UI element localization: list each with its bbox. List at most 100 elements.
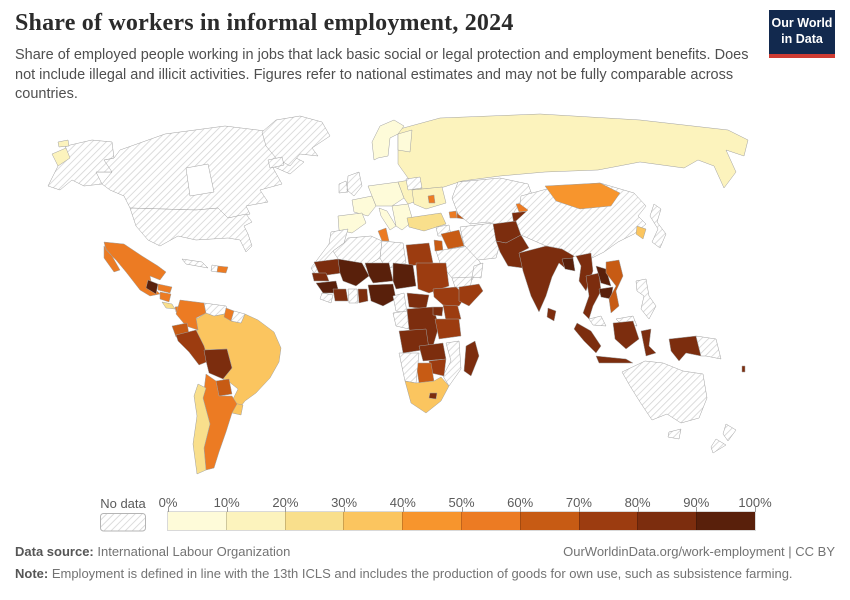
legend-band-10-20[interactable] <box>225 512 285 530</box>
map-region-nicaragua[interactable] <box>159 291 172 303</box>
map-region-turkey[interactable] <box>406 212 447 232</box>
map-region-belarus[interactable] <box>405 176 423 191</box>
legend-band-50-60[interactable] <box>460 512 520 530</box>
map-region-new-zealand[interactable] <box>710 423 737 454</box>
map-region-philippines[interactable] <box>635 278 657 320</box>
map-region-niger[interactable] <box>364 262 394 284</box>
map-region-france[interactable] <box>351 195 377 217</box>
map-region-russia[interactable] <box>395 113 749 191</box>
map-region-venezuela[interactable] <box>203 302 230 317</box>
map-region-russia-chukotka[interactable] <box>51 139 71 167</box>
map-region-chile[interactable] <box>192 383 211 475</box>
map-region-papua-new-guinea[interactable] <box>695 335 722 360</box>
map-region-chad[interactable] <box>392 262 417 290</box>
map-region-tunisia[interactable] <box>377 227 390 242</box>
map-region-ethiopia[interactable] <box>432 286 467 307</box>
legend-tick-mark <box>755 507 756 512</box>
legend-tick-label: 80% <box>624 495 651 510</box>
map-region-united-states[interactable] <box>47 139 253 253</box>
legend-band-70-80[interactable] <box>578 512 638 530</box>
map-region-somalia[interactable] <box>458 283 484 307</box>
legend-band-30-40[interactable] <box>343 512 403 530</box>
legend-tick-label: 20% <box>272 495 299 510</box>
map-region-greenland[interactable] <box>261 115 331 167</box>
map-region-british-isles[interactable] <box>338 171 363 197</box>
map-region-honduras[interactable] <box>157 283 173 294</box>
map-region-laos[interactable] <box>595 265 612 287</box>
legend-no-data[interactable]: No data <box>100 496 146 535</box>
map-region-vanuatu[interactable] <box>741 365 746 373</box>
map-region-madagascar[interactable] <box>463 340 480 377</box>
map-region-cuba[interactable] <box>181 258 209 269</box>
legend-band-90-100[interactable] <box>696 512 755 530</box>
map-legend: No data 0% 10% 20% 30% 40% 50% 60% 70% 80% 90% 100… <box>0 495 850 535</box>
legend-band-60-70[interactable] <box>519 512 579 530</box>
map-region-mali[interactable] <box>337 258 370 287</box>
map-region-central-african-republic[interactable] <box>406 292 430 310</box>
map-region-balkans-greece[interactable] <box>391 203 414 231</box>
owid-logo-line1: Our World <box>771 16 833 30</box>
map-region-iceland[interactable] <box>267 156 285 169</box>
legend-band-40-50[interactable] <box>402 512 461 530</box>
map-region-iberia[interactable] <box>337 212 367 234</box>
legend-band-0-10[interactable] <box>168 512 226 530</box>
legend-color-bar[interactable]: 0% 10% 20% 30% 40% 50% 60% 70% 80% 90% 100% <box>159 495 772 531</box>
map-region-togo-benin[interactable] <box>357 288 369 304</box>
map-region-india[interactable] <box>518 245 575 313</box>
map-region-nigeria[interactable] <box>367 283 397 307</box>
map-region-guatemala[interactable] <box>145 279 159 295</box>
legend-tick-mark <box>226 507 228 512</box>
legend-tick-mark <box>520 507 522 512</box>
map-region-cote-divoire[interactable] <box>332 288 349 302</box>
owid-logo[interactable]: Our World in Data <box>769 10 835 58</box>
map-region-armenia[interactable] <box>448 210 458 219</box>
map-region-liberia[interactable] <box>319 292 334 304</box>
map-region-zambia[interactable] <box>418 342 447 362</box>
map-region-lesotho[interactable] <box>428 392 438 400</box>
map-region-bolivia[interactable] <box>203 348 233 380</box>
map-region-italy[interactable] <box>378 207 397 231</box>
map-region-finland[interactable] <box>397 129 413 153</box>
map-region-tanzania[interactable] <box>434 318 462 340</box>
map-region-bangladesh[interactable] <box>561 257 576 272</box>
footer-note: Note: Employment is defined in line with… <box>15 566 835 581</box>
footer-source: Data source: International Labour Organi… <box>15 544 290 559</box>
legend-tick-mark <box>696 507 698 512</box>
map-region-namibia[interactable] <box>398 352 420 384</box>
map-region-cameroon[interactable] <box>392 292 408 314</box>
legend-tick-mark <box>285 507 287 512</box>
map-region-ghana[interactable] <box>347 288 359 304</box>
footer-citation-link[interactable]: OurWorldinData.org/work-employment | CC … <box>563 544 835 559</box>
footer-source-label: Data source: <box>15 544 94 559</box>
map-region-south-korea[interactable] <box>635 225 647 240</box>
map-region-vietnam[interactable] <box>605 259 624 314</box>
map-region-moldova[interactable] <box>427 194 436 204</box>
map-region-botswana[interactable] <box>415 362 435 384</box>
map-region-japan[interactable] <box>649 203 667 249</box>
map-region-australia[interactable] <box>621 360 708 440</box>
map-region-dominican-republic[interactable] <box>216 265 229 274</box>
map-region-mongolia[interactable] <box>544 182 621 210</box>
map-region-indonesia[interactable] <box>573 320 702 364</box>
map-region-senegal[interactable] <box>311 272 330 282</box>
footer-note-text: Employment is defined in line with the 1… <box>48 566 793 581</box>
map-region-uganda[interactable] <box>432 306 444 317</box>
map-region-oman[interactable] <box>471 262 484 279</box>
legend-band-80-90[interactable] <box>637 512 697 530</box>
map-region-south-africa[interactable] <box>404 376 450 414</box>
legend-tick-mark <box>344 507 346 512</box>
map-region-jordan[interactable] <box>433 239 444 252</box>
map-region-sri-lanka[interactable] <box>546 307 557 322</box>
map-region-egypt[interactable] <box>405 242 434 267</box>
map-region-iraq[interactable] <box>440 229 465 250</box>
map-region-scandinavia[interactable] <box>371 119 405 161</box>
map-region-costa-rica[interactable] <box>161 301 176 310</box>
legend-no-data-swatch[interactable] <box>100 513 146 532</box>
legend-tick-label: 70% <box>565 495 592 510</box>
map-region-suriname[interactable] <box>230 310 246 324</box>
map-region-peru[interactable] <box>175 329 210 366</box>
map-region-gabon-congo[interactable] <box>392 310 410 330</box>
legend-band-20-30[interactable] <box>284 512 344 530</box>
